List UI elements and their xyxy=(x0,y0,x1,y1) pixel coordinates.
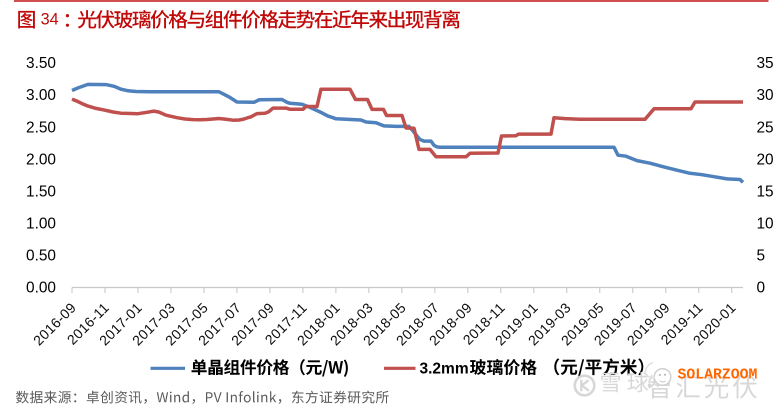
svg-text:0.00: 0.00 xyxy=(26,280,56,297)
svg-text:35: 35 xyxy=(757,55,774,72)
svg-text:1.00: 1.00 xyxy=(26,215,56,232)
svg-text:0.50: 0.50 xyxy=(26,248,56,265)
svg-text:15: 15 xyxy=(757,183,774,200)
svg-text:2.50: 2.50 xyxy=(26,119,56,136)
svg-text:0: 0 xyxy=(757,280,766,297)
svg-text:3.2mm: 3.2mm xyxy=(420,361,469,378)
svg-text:SOLARZOOM: SOLARZOOM xyxy=(678,368,758,384)
svg-text:25: 25 xyxy=(757,119,774,136)
svg-text:5: 5 xyxy=(757,248,766,265)
svg-text:3.50: 3.50 xyxy=(26,55,56,72)
svg-text:3.00: 3.00 xyxy=(26,87,56,104)
svg-text:20: 20 xyxy=(757,151,774,168)
svg-text:2.00: 2.00 xyxy=(26,151,56,168)
svg-text:10: 10 xyxy=(757,215,774,232)
svg-text:34: 34 xyxy=(41,10,59,28)
svg-text:1.50: 1.50 xyxy=(26,183,56,200)
svg-text:30: 30 xyxy=(757,87,774,104)
